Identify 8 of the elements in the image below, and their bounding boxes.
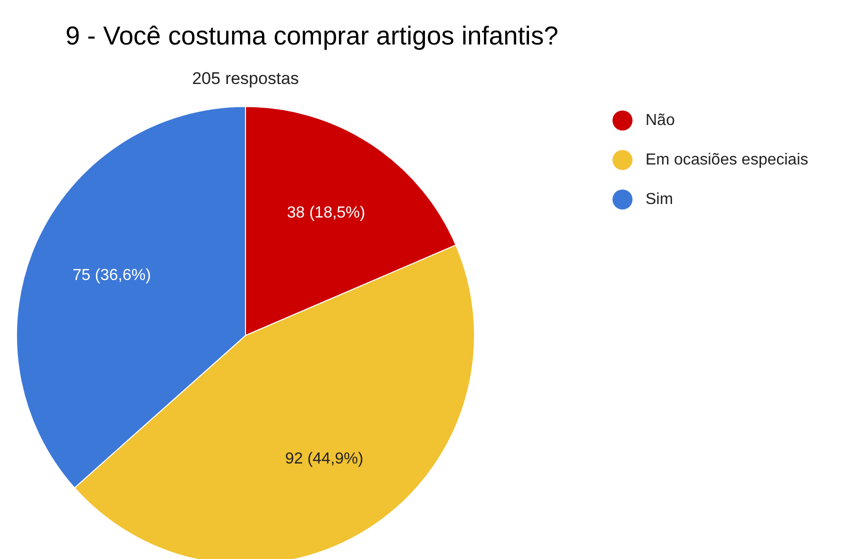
data-label: 92 (44,9%) (285, 450, 364, 468)
legend-label: Em ocasiões especiais (646, 152, 808, 168)
legend-label: Não (646, 112, 675, 129)
legend-label: Sim (646, 191, 674, 208)
data-label: 38 (18,5%) (286, 204, 366, 222)
data-label: 75 (36,6%) (72, 267, 151, 284)
chart-subtitle: 205 respostas (192, 69, 299, 88)
chart-title: 9 - Você costuma comprar artigos infantis? (66, 20, 558, 50)
